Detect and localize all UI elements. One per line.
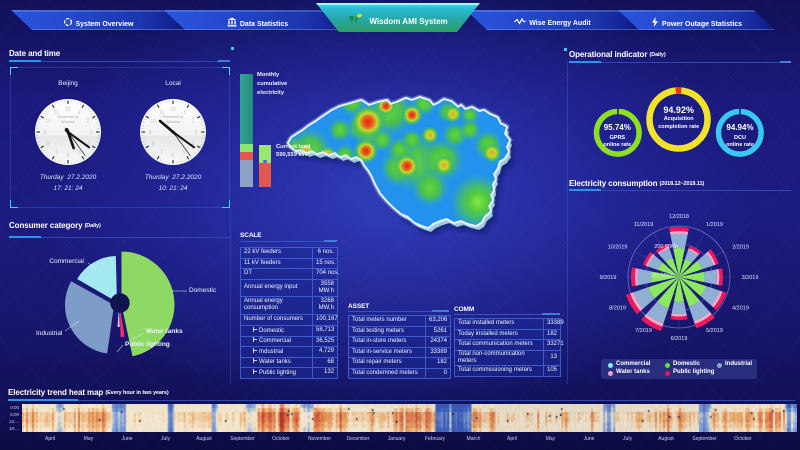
svg-text:Wisdom: Wisdom [61,119,76,124]
svg-text:2/2019: 2/2019 [732,245,749,251]
svg-text:2: 2 [87,119,90,125]
svg-text:2: 2 [192,119,195,125]
svg-text:8: 8 [47,142,50,148]
svg-text:4/2019: 4/2019 [732,306,749,312]
svg-text:5/2019: 5/2019 [706,328,723,334]
svg-text:7: 7 [55,150,58,156]
svg-text:11: 11 [159,110,164,116]
svg-text:12: 12 [170,107,176,113]
svg-text:6: 6 [67,153,70,159]
svg-text:1: 1 [78,110,81,116]
svg-text:1/2019: 1/2019 [706,222,723,228]
svg-text:4: 4 [87,142,90,148]
svg-text:3: 3 [90,130,93,136]
svg-text:7: 7 [160,150,163,156]
svg-text:8/2019: 8/2019 [609,306,626,312]
svg-text:1: 1 [183,110,186,116]
svg-text:6: 6 [172,153,175,159]
svg-text:9/2019: 9/2019 [599,275,616,281]
svg-text:10: 10 [150,119,156,125]
svg-text:12: 12 [65,107,71,113]
svg-text:10/2019: 10/2019 [607,245,627,251]
svg-text:11: 11 [54,110,59,116]
svg-text:12/2018: 12/2018 [669,214,689,220]
svg-text:3/2019: 3/2019 [741,275,758,281]
svg-text:5: 5 [183,150,186,156]
svg-text:200 MWh: 200 MWh [654,244,678,250]
svg-text:9: 9 [149,130,152,136]
svg-text:11/2019: 11/2019 [633,222,652,228]
svg-text:6/2019: 6/2019 [670,336,687,342]
svg-text:Powered by: Powered by [162,114,183,119]
svg-text:9: 9 [44,130,47,136]
svg-text:10: 10 [45,119,51,125]
svg-text:5: 5 [78,150,81,156]
svg-text:8: 8 [152,142,155,148]
svg-text:Wisdom: Wisdom [166,119,181,124]
svg-text:100 MWh: 100 MWh [650,273,674,279]
svg-text:Powered by: Powered by [57,114,78,119]
svg-text:7/2019: 7/2019 [635,328,652,334]
svg-text:3: 3 [195,130,198,136]
svg-text:4: 4 [192,142,195,148]
